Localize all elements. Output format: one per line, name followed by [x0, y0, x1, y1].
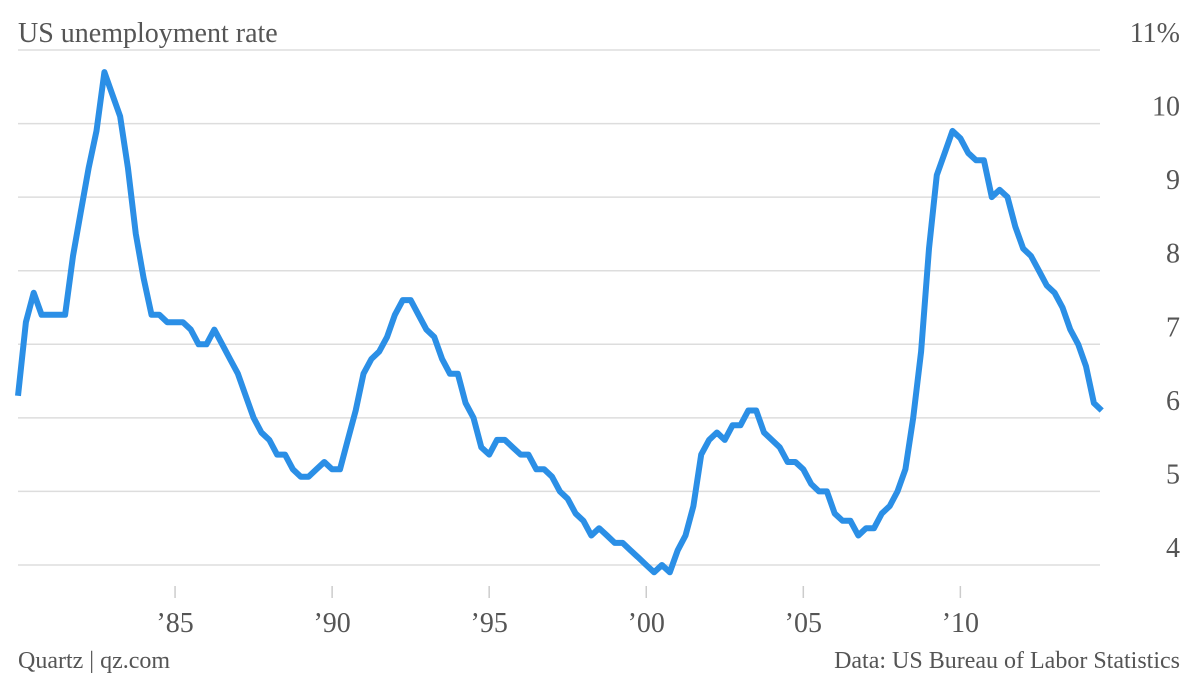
data-line	[15, 69, 1104, 576]
y-tick-label: 7	[1166, 312, 1180, 343]
x-tick-label: ’85	[156, 608, 193, 639]
x-tick-label: ’10	[942, 608, 979, 639]
credit: Quartz | qz.com	[18, 648, 170, 674]
chart-title: US unemployment rate	[18, 18, 278, 49]
source: Data: US Bureau of Labor Statistics	[834, 648, 1180, 674]
y-tick-label: 9	[1166, 165, 1180, 196]
y-tick-label: 6	[1166, 386, 1180, 417]
x-tick-label: ’95	[471, 608, 508, 639]
y-tick-label: 8	[1166, 239, 1180, 270]
y-tick-label: 11%	[1130, 18, 1180, 49]
y-tick-label: 10	[1152, 92, 1180, 123]
y-tick-label: 5	[1166, 459, 1180, 490]
y-tick-label: 4	[1166, 533, 1180, 564]
x-tick-label: ’90	[313, 608, 350, 639]
x-tick-label: ’00	[628, 608, 665, 639]
x-tick-label: ’05	[785, 608, 822, 639]
